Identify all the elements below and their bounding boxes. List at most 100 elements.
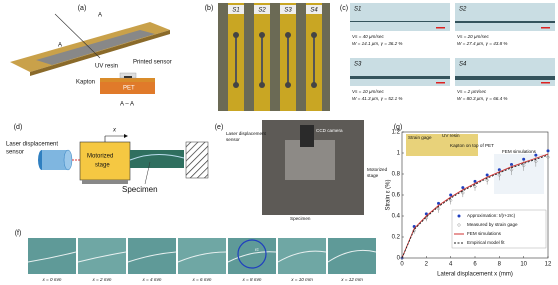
label: UV resin [95,64,118,70]
pet-layer [100,82,155,94]
label: Motorized [367,167,388,172]
marker [533,159,538,164]
marker [521,163,526,168]
section-mark: A [58,43,62,49]
marker [448,198,453,203]
marker [400,256,404,260]
specimen [277,250,327,263]
frame [278,238,326,274]
panel-label: (f) [15,230,22,237]
cell-text: W = 80.3 μm, γ = 66.4 % [457,96,508,101]
panel-label: (c) [340,5,348,12]
label: Printed sensor [133,60,172,66]
substrate-edge [30,30,170,76]
label-box [254,5,270,14]
pad [233,32,239,38]
label: A – A [120,102,134,108]
printed-line [455,76,555,80]
annotation: UV resin [442,133,460,138]
frames: x = 0 mm x = 2 mm x = 4 mm x = 6 mm x = 8 mm… [27,238,377,282]
frame-label: x = 12 mm [340,277,363,282]
y-tick-label: 0.8 [392,172,401,178]
specimen [77,251,127,263]
label: Laser displacement [6,142,58,148]
kapton-layer [100,78,155,82]
pointer [144,161,151,185]
label: sensor [226,137,240,142]
curvature-circle [237,239,267,269]
panel-label: (a) [78,5,87,12]
y-tick-label: 1 [397,151,401,157]
x-tick-label: 6 [473,262,477,268]
frame-label: x = 10 mm [290,277,313,282]
x-tick-label: 4 [449,262,453,268]
panel-label: (d) [14,124,23,131]
section-line [54,13,101,59]
marker [424,212,428,216]
cell-label: S1 [354,7,361,13]
frame-label: x = 8 mm [241,277,261,282]
cell-label: S2 [459,7,467,13]
frame [28,238,76,274]
frame-label: x = 0 mm [41,277,61,282]
clamp [185,141,209,179]
pad [285,82,291,88]
label: Specimen [290,216,311,221]
x-tick-label: 2 [425,262,429,268]
marker [534,153,538,157]
scale-bar [541,27,550,29]
label: CCD camera [316,128,343,133]
stage-base [82,180,128,184]
x-axis-title: Lateral displacement x (mm) [437,272,513,278]
y-tick-label: 0 [397,256,401,262]
cell-text: Vs = 20 μm/sec [457,34,489,39]
x-tick-label: 10 [520,262,527,268]
strip-label: S4 [310,8,318,14]
radius-label: rc [255,247,260,252]
marker [546,149,550,153]
sensor-line [261,35,263,85]
printed-sensor [124,76,132,78]
y-tick-label: 0.2 [392,235,401,241]
label: x [112,128,117,134]
cell-text: W = 41.3 μm, γ = 52.1 % [352,96,403,101]
pad [233,82,239,88]
label: stage [95,163,110,169]
legend-label: Approximation: t/(r+2rc) [467,213,516,218]
strip-label: S2 [258,8,266,14]
annotation: Kapton on top of PET [450,143,494,148]
printed-line [455,21,555,23]
marker [485,173,489,177]
scale-bar [436,82,445,84]
marker [522,157,526,161]
strip-label: S1 [232,8,239,14]
cell-text: Vs = 10 μm/sec [352,89,384,94]
cell-text: Vs = 40 μm/sec [352,34,384,39]
chart: 0 0.2 0.4 0.6 0.8 1 1.2 0 2 4 6 8 10 12 Lateral displa… [386,130,552,278]
pad [259,82,265,88]
marker [436,206,441,211]
sensor-line [235,35,237,85]
micrograph [455,58,555,86]
specimen [227,251,277,263]
micrograph [455,3,555,31]
annotation: FEM simulations [502,149,537,154]
strips: S1 S2 S3 S4 [228,3,322,111]
stage [79,141,131,181]
specimen [27,251,77,263]
specimen [177,251,227,263]
y-axis-title: Strain ε (%) [386,179,392,210]
label-box [280,5,296,14]
marker [485,178,490,183]
sensor [36,30,155,65]
marker [509,167,514,172]
arrow-head [124,134,128,138]
panel-label: (g) [394,124,403,131]
label: PET [123,86,135,92]
y-tick-label: 1.2 [392,130,401,136]
legend-box [451,209,547,249]
pad [311,32,317,38]
label: Laser displacement [226,131,267,136]
